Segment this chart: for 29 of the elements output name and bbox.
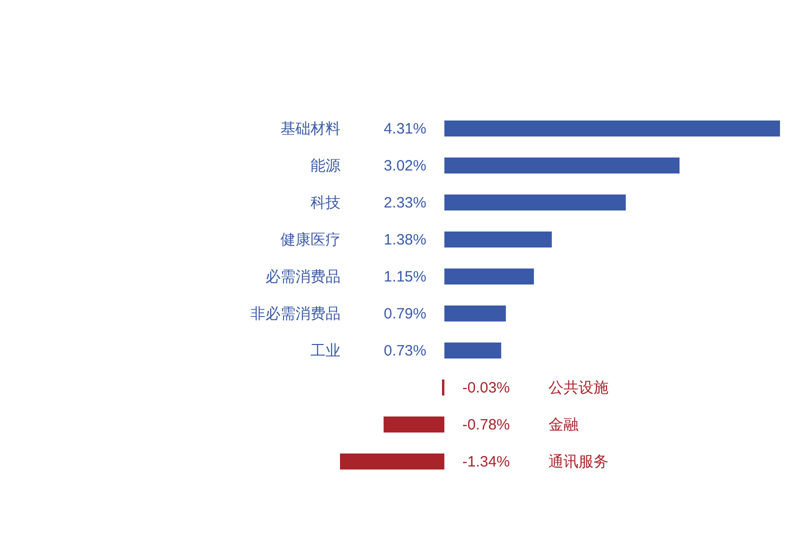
data-label: 3.02% [384,158,426,174]
bar [444,306,506,322]
bar [384,416,444,432]
y-tick-label: 科技 [310,194,340,212]
y-tick-label: 基础材料 [280,120,340,138]
y-tick-label: 必需消费品 [265,268,340,286]
bar [444,342,502,358]
data-label: -0.78% [462,416,510,434]
y-tick-label: 健康医疗 [280,232,340,248]
data-label: -0.03% [462,380,510,396]
bar [444,232,552,248]
y-tick-label: 通讯服务 [548,454,608,470]
y-tick-label: 非必需消费品 [250,306,340,322]
data-label: 0.79% [384,306,426,322]
data-label: 2.33% [384,194,426,212]
y-tick-label: 工业 [310,342,340,360]
data-label: 1.38% [384,232,426,248]
data-label: 0.73% [384,342,426,360]
bar [444,158,680,174]
y-tick-label: 公共设施 [548,380,608,396]
data-label: -1.34% [462,454,510,470]
data-label: 1.15% [384,268,426,286]
bar [340,454,444,470]
y-tick-label: 金融 [548,416,578,434]
bar [444,268,534,284]
data-label: 4.31% [384,120,426,138]
bar [444,120,780,136]
bar [444,194,626,210]
y-tick-label: 能源 [310,158,340,174]
